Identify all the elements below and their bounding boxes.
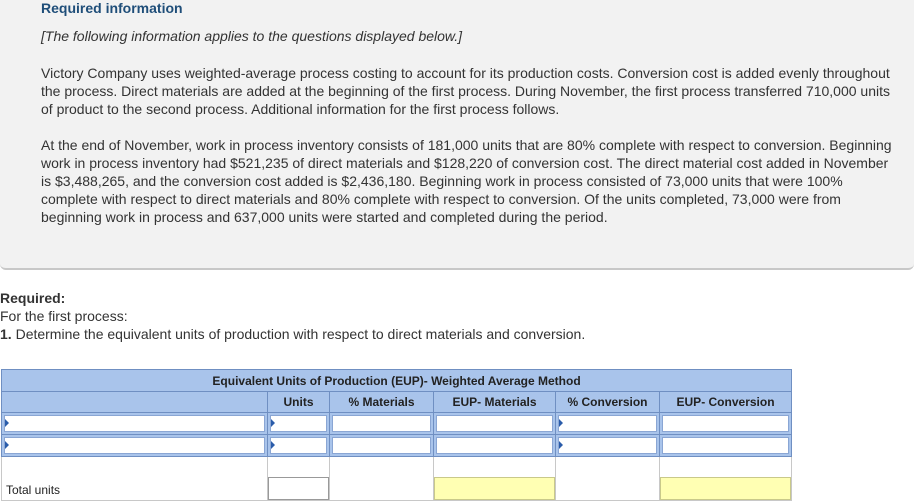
units-input[interactable] [270,437,327,454]
col-header-pct-materials: % Materials [329,391,434,413]
col-header-pct-conversion: % Conversion [555,391,660,413]
total-units-input[interactable] [268,477,329,500]
question-text: Determine the equivalent units of produc… [11,326,586,342]
total-units-label: Total units [1,456,268,501]
total-eup-materials-cell[interactable] [434,477,555,500]
eup-conversion-input[interactable] [662,437,790,454]
pct-materials-input[interactable] [332,415,431,432]
pct-materials-input[interactable] [332,437,431,454]
header-blank [1,391,268,413]
units-input[interactable] [270,415,327,432]
required-label: Required: [0,290,66,306]
question-number: 1. [0,326,12,342]
eup-conversion-input[interactable] [662,415,790,432]
question-1: 1. Determine the equivalent units of pro… [0,326,585,342]
row-label-select[interactable] [4,437,265,454]
pct-conversion-input[interactable] [558,415,657,432]
info-paragraph-1: Victory Company uses weighted-average pr… [41,65,890,117]
required-information-title: Required information [41,0,183,16]
table-title: Equivalent Units of Production (EUP)- We… [0,369,793,392]
col-header-units: Units [267,391,330,413]
total-eup-conversion-cell[interactable] [660,477,792,500]
eup-materials-input[interactable] [436,437,553,454]
pct-conversion-input[interactable] [558,437,657,454]
total-row: Total units [1,456,793,501]
col-header-eup-conversion: EUP- Conversion [658,391,793,413]
table-row [1,412,793,435]
table-row [1,434,793,457]
required-subtitle: For the first process: [0,308,128,324]
eup-table: Equivalent Units of Production (EUP)- We… [0,369,793,501]
info-note: [The following information applies to th… [41,28,463,44]
info-paragraph-2: At the end of November, work in process … [41,137,892,225]
row-label-select[interactable] [4,415,265,432]
eup-materials-input[interactable] [436,415,553,432]
col-header-eup-materials: EUP- Materials [433,391,556,413]
required-information-panel: Required information [The following info… [0,0,914,270]
